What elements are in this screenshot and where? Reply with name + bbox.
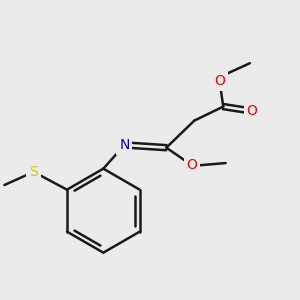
Text: O: O [214,74,225,88]
Text: O: O [187,158,197,172]
Text: N: N [119,138,130,152]
Text: S: S [29,165,38,179]
Text: O: O [247,104,258,118]
